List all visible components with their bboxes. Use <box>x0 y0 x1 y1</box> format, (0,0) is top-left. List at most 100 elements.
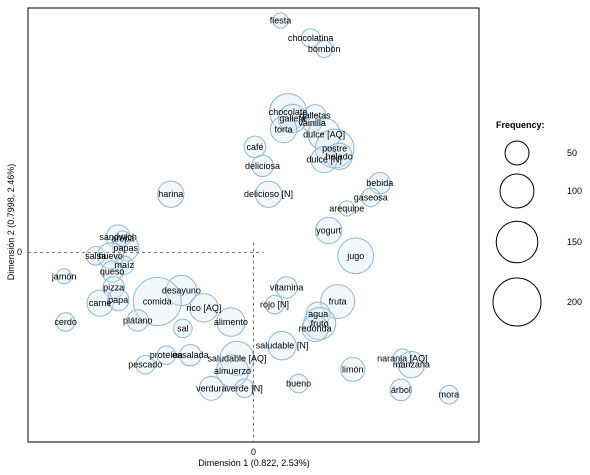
point-label: chocolatina <box>288 33 334 43</box>
point-label: rojo [N] <box>260 300 289 310</box>
point-label: dulce [N] <box>306 155 342 165</box>
point-label: arequipe <box>329 203 364 213</box>
point-label: harina <box>158 189 183 199</box>
legend-label: 200 <box>567 297 582 307</box>
bubble-point <box>275 276 298 299</box>
point-label: redonda <box>299 323 332 333</box>
bubble-point <box>315 40 334 59</box>
bubble-point <box>269 115 298 144</box>
point-label: helado <box>326 151 353 161</box>
point-label: ensalada <box>172 350 209 360</box>
point-label: salsa <box>85 251 106 261</box>
point-label: verde [N] <box>226 383 263 393</box>
point-label: comida <box>143 297 172 307</box>
point-label: vainilla <box>298 118 326 128</box>
bubble-point <box>126 309 149 332</box>
point-label: fruto <box>311 319 329 329</box>
bubble-point <box>179 343 202 367</box>
y-axis-title: Dimensión 2 (0.7998, 2.46%) <box>6 164 16 281</box>
point-label: carne <box>89 298 112 308</box>
point-label: bebida <box>366 178 393 188</box>
point-label: galleta <box>279 113 306 123</box>
bubble-point <box>85 245 106 266</box>
point-label: cerdo <box>54 317 77 327</box>
point-label: rico [AQ] <box>186 303 221 313</box>
point-label: limón <box>342 364 364 374</box>
legend-items: 50 100 150 200 <box>492 140 582 327</box>
bubble-point <box>55 312 76 332</box>
bubble-point <box>288 373 309 394</box>
point-label: chocolate <box>269 107 308 117</box>
point-labels-layer: fiestachocolatinabombónchocolategalletas… <box>51 16 459 400</box>
legend-circle <box>492 277 542 327</box>
bubble-point <box>219 340 255 376</box>
bubble-point <box>215 354 250 388</box>
point-label: arepa <box>111 233 134 243</box>
point-label: bombón <box>308 44 341 54</box>
bubble-point <box>310 145 338 174</box>
legend-circle <box>504 140 530 166</box>
bubble-point <box>189 293 219 323</box>
point-label: agua <box>308 309 328 319</box>
bubble-point <box>397 351 425 379</box>
point-label: queso <box>100 267 125 277</box>
bubble-point <box>106 288 130 312</box>
point-label: café <box>246 142 263 152</box>
bubble-point <box>340 356 366 382</box>
legend-circle <box>495 220 539 264</box>
point-label: torta <box>275 125 293 135</box>
point-label: pescado <box>128 360 162 370</box>
point-label: galletas <box>300 110 332 120</box>
legend-circle <box>499 173 535 209</box>
bubble-point <box>303 104 327 127</box>
point-label: jugo <box>346 251 364 261</box>
point-label: papas <box>113 243 138 253</box>
point-label: huevo <box>98 251 123 261</box>
point-label: gaseosa <box>354 192 388 202</box>
point-label: alimento <box>214 317 248 327</box>
x-axis-title: Dimensión 1 (0.822, 2.53%) <box>198 458 310 468</box>
bubble-point <box>389 378 413 402</box>
legend-label: 150 <box>567 237 582 247</box>
y-tick-label: 0 <box>17 247 22 257</box>
bubble-point <box>360 187 381 208</box>
bubble-point <box>112 234 140 262</box>
bubble-point <box>216 307 246 337</box>
point-label: desayuno <box>162 285 201 295</box>
bubble-point <box>392 348 413 369</box>
point-label: vitamina <box>270 282 304 292</box>
point-label: bueno <box>286 379 311 389</box>
bubble-point <box>301 314 329 343</box>
bubble-point <box>254 180 283 208</box>
point-label: fiesta <box>270 16 292 26</box>
bubble-point <box>198 375 224 401</box>
bubble-point <box>157 180 185 208</box>
legend-label: 50 <box>567 148 577 158</box>
bubble-point <box>439 384 459 405</box>
point-label: delicioso [N] <box>244 189 293 199</box>
bubble-point <box>338 200 355 217</box>
bubble-point <box>337 237 375 275</box>
point-label: saludable [N] <box>256 341 309 351</box>
bubble-point <box>264 294 285 315</box>
point-label: pizza <box>103 282 124 292</box>
point-label: sandwich <box>99 232 137 242</box>
point-label: maíz <box>114 260 134 270</box>
bubble-point <box>55 268 73 285</box>
point-label: mora <box>439 390 460 400</box>
bubble-point <box>300 28 321 48</box>
point-label: plátano <box>123 315 153 325</box>
size-legend: Frequency: 50 100 150 200 <box>492 120 582 327</box>
legend-label: 100 <box>567 186 582 196</box>
bubble-point <box>156 345 177 365</box>
bubble-point <box>114 255 135 276</box>
legend-title: Frequency: <box>496 120 545 130</box>
bubble-point <box>135 354 156 375</box>
point-label: árbol <box>391 385 411 395</box>
point-label: almuerzo <box>214 366 251 376</box>
point-label: naranja [AQ] <box>377 353 428 363</box>
point-label: verdura <box>196 383 227 393</box>
bubble-point <box>272 12 289 29</box>
point-label: dulce [AQ] <box>303 129 345 139</box>
